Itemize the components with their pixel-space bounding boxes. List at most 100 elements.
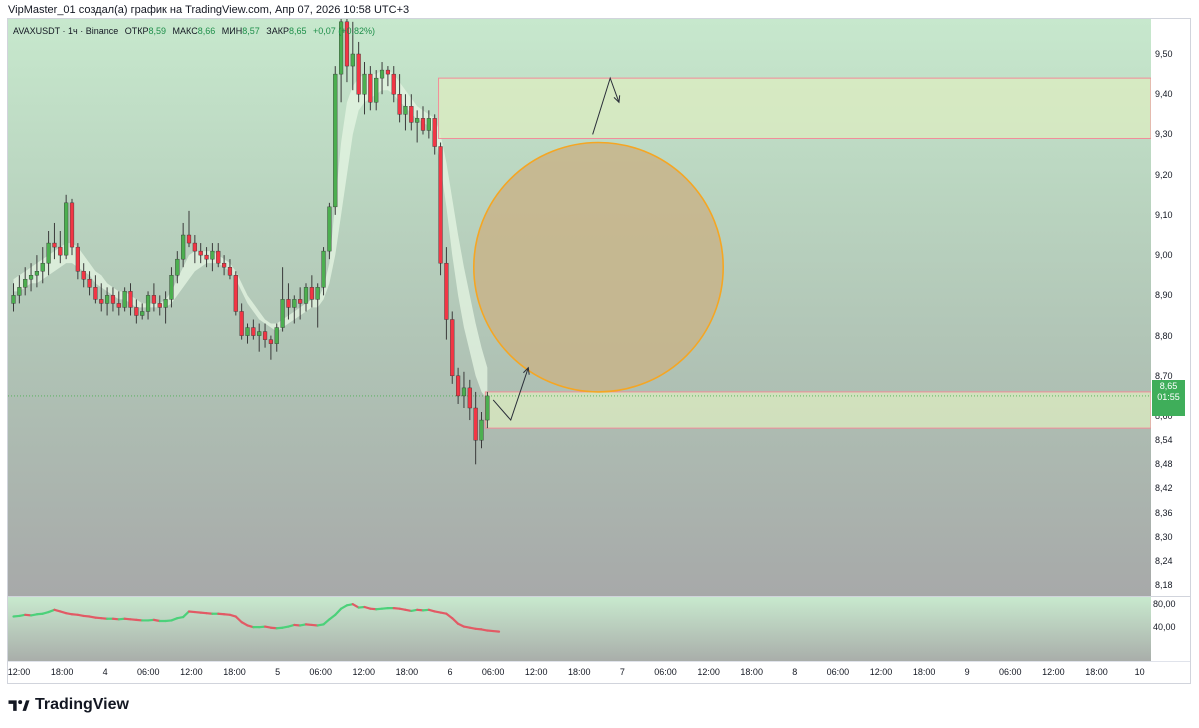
candle-body bbox=[374, 77, 379, 103]
tradingview-logo-icon bbox=[8, 700, 30, 711]
candle-body bbox=[356, 53, 361, 95]
indicator-segment bbox=[182, 610, 191, 619]
candle-body bbox=[327, 206, 332, 252]
symbol-legend: AVAXUSDT · 1ч · Binance ОТКР8,59 МАКС8,6… bbox=[13, 26, 375, 36]
price-tick-label: 9,00 bbox=[1155, 250, 1173, 261]
price-scale[interactable] bbox=[1151, 19, 1190, 661]
candle bbox=[192, 235, 197, 264]
current-price-value: 8,65 bbox=[1159, 381, 1178, 391]
candle bbox=[321, 247, 326, 296]
projection-path-2 bbox=[592, 76, 620, 135]
candle bbox=[81, 263, 86, 288]
time-tick-label: 12:00 bbox=[7, 667, 31, 677]
candle bbox=[64, 194, 69, 260]
time-tick-label: 9 bbox=[964, 667, 970, 677]
indicator-tick-label: 80,00 bbox=[1153, 599, 1176, 610]
price-tick-label: 9,30 bbox=[1155, 129, 1173, 140]
candle bbox=[356, 41, 361, 103]
candle bbox=[99, 283, 104, 312]
candle bbox=[391, 66, 396, 103]
indicator-segment bbox=[445, 612, 454, 620]
price-tick-label: 8,48 bbox=[1155, 459, 1173, 470]
candle bbox=[385, 66, 390, 87]
projection-arrowhead-1 bbox=[523, 366, 530, 375]
candle bbox=[397, 74, 402, 123]
candle-body bbox=[245, 327, 250, 336]
candle bbox=[134, 299, 139, 324]
time-tick-label: 12:00 bbox=[1042, 667, 1065, 677]
indicator-layer bbox=[12, 603, 501, 633]
candle-body bbox=[467, 387, 472, 409]
candle bbox=[303, 283, 309, 312]
candle bbox=[58, 231, 63, 264]
candle bbox=[116, 291, 121, 316]
candle-body bbox=[362, 73, 367, 95]
current-price-countdown: 01:55 bbox=[1157, 392, 1180, 402]
legend-low-value: 8,57 bbox=[242, 26, 260, 36]
candle-body bbox=[17, 287, 22, 296]
time-tick-label: 12:00 bbox=[697, 667, 720, 677]
price-tick-label: 8,30 bbox=[1155, 531, 1173, 542]
indicator-segment bbox=[451, 617, 460, 625]
candle-body bbox=[456, 375, 461, 397]
candle bbox=[75, 243, 80, 280]
candle bbox=[163, 291, 168, 324]
candle bbox=[110, 287, 116, 312]
candle-body bbox=[426, 118, 431, 131]
candle bbox=[450, 311, 455, 384]
candle-body bbox=[134, 307, 139, 316]
candle bbox=[251, 319, 256, 340]
candle bbox=[344, 19, 350, 83]
candle-body bbox=[415, 118, 420, 123]
candle-body bbox=[28, 275, 34, 280]
candle-body bbox=[438, 146, 443, 264]
price-zone-2 bbox=[484, 391, 1151, 429]
zone-layer bbox=[8, 77, 1151, 429]
pane-separator[interactable] bbox=[8, 596, 1190, 597]
price-tick-label: 8,18 bbox=[1155, 580, 1173, 590]
projection-path-1 bbox=[492, 367, 529, 422]
candle-body bbox=[286, 299, 291, 308]
candle-body bbox=[181, 234, 186, 260]
drawings-layer bbox=[472, 76, 725, 422]
candle-body bbox=[99, 299, 104, 304]
candle-body bbox=[157, 303, 162, 308]
time-tick-label: 06:00 bbox=[481, 667, 505, 677]
candle-body bbox=[315, 287, 320, 300]
candle-body bbox=[192, 242, 197, 252]
time-tick-label: 06:00 bbox=[999, 667, 1022, 677]
legend-close-label: ЗАКР bbox=[266, 26, 289, 36]
candle bbox=[93, 275, 98, 304]
tradingview-logo[interactable]: TradingView bbox=[8, 696, 129, 714]
candlestick-chart[interactable] bbox=[8, 19, 1191, 684]
indicator-segment bbox=[328, 613, 337, 621]
legend-change: +0,07 (+0,82%) bbox=[313, 26, 376, 36]
candle bbox=[145, 291, 151, 320]
candle-body bbox=[268, 339, 273, 344]
candle bbox=[216, 243, 221, 268]
legend-high-value: 8,66 bbox=[197, 26, 216, 36]
price-tick-label: 9,20 bbox=[1155, 169, 1173, 180]
time-scale[interactable] bbox=[8, 661, 1190, 683]
candle-body bbox=[257, 331, 262, 336]
time-tick-label: 06:00 bbox=[309, 667, 332, 677]
indicator-segment bbox=[340, 604, 349, 610]
candle bbox=[69, 198, 75, 256]
candle bbox=[122, 287, 127, 312]
candle bbox=[280, 267, 285, 332]
candle bbox=[327, 202, 332, 260]
candle-body bbox=[339, 21, 344, 75]
price-tick-label: 9,40 bbox=[1155, 89, 1173, 100]
candle bbox=[438, 142, 443, 276]
candle bbox=[28, 263, 34, 292]
candle bbox=[46, 231, 51, 276]
candle-body bbox=[87, 279, 92, 288]
time-tick-label: 18:00 bbox=[395, 667, 419, 677]
candle-body bbox=[46, 242, 51, 264]
candle bbox=[374, 70, 379, 111]
candle-body bbox=[280, 299, 285, 328]
candle-body bbox=[163, 299, 168, 308]
candle bbox=[456, 367, 461, 404]
candle-body bbox=[333, 73, 338, 208]
time-tick-label: 7 bbox=[619, 667, 625, 677]
